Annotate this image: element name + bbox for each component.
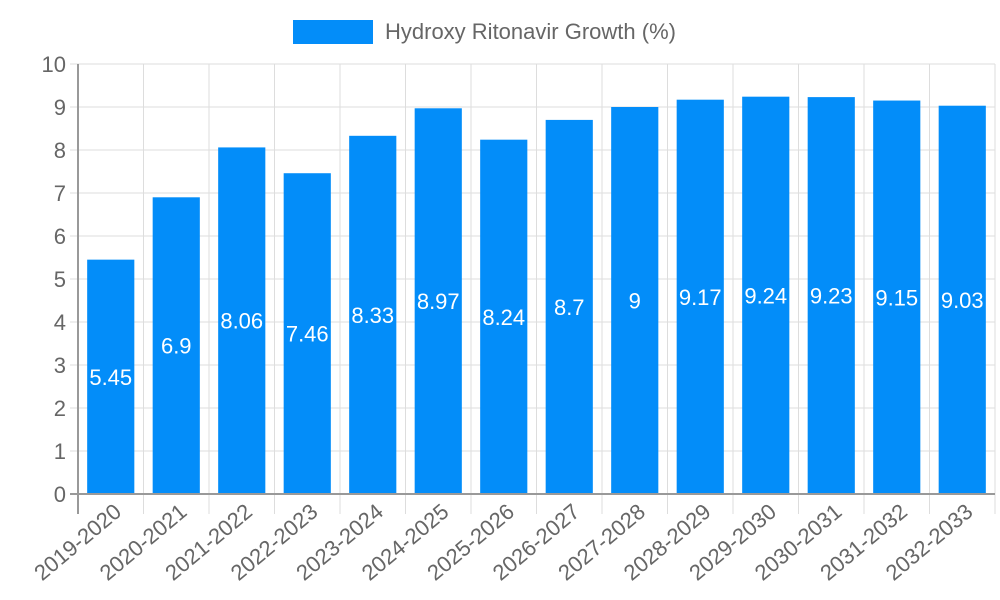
legend-label: Hydroxy Ritonavir Growth (%)	[385, 19, 676, 44]
value-label: 8.24	[482, 305, 525, 330]
y-tick-label: 8	[54, 138, 66, 163]
bar[interactable]	[152, 197, 200, 495]
y-tick-label: 10	[42, 52, 66, 77]
y-tick-label: 0	[54, 482, 66, 507]
bars	[87, 96, 986, 495]
value-label: 9.15	[875, 285, 918, 310]
bar[interactable]	[676, 99, 724, 494]
value-label: 6.9	[161, 334, 192, 359]
axes	[70, 64, 995, 514]
chart-legend[interactable]: Hydroxy Ritonavir Growth (%)	[293, 19, 676, 45]
y-tick-label: 9	[54, 95, 66, 120]
value-label: 7.46	[286, 322, 329, 347]
bar[interactable]	[414, 108, 462, 494]
value-label: 9.17	[679, 285, 722, 310]
value-label: 8.33	[351, 303, 394, 328]
y-tick-label: 5	[54, 267, 66, 292]
y-tick-label: 1	[54, 439, 66, 464]
value-label: 8.7	[554, 295, 585, 320]
bar[interactable]	[218, 147, 266, 495]
value-label: 9.23	[810, 284, 853, 309]
bar[interactable]	[87, 259, 135, 494]
grid-lines	[70, 63, 996, 514]
y-tick-label: 6	[54, 224, 66, 249]
bar[interactable]	[283, 173, 331, 494]
value-label: 9	[629, 289, 641, 314]
bar[interactable]	[480, 139, 528, 494]
bar[interactable]	[938, 105, 986, 495]
value-label: 9.24	[744, 283, 787, 308]
bar[interactable]	[807, 97, 855, 495]
bar[interactable]	[742, 96, 790, 495]
bar[interactable]	[349, 135, 397, 494]
value-label: 5.45	[89, 365, 132, 390]
y-tick-label: 2	[54, 396, 66, 421]
bar[interactable]	[545, 119, 593, 495]
value-label: 8.97	[417, 289, 460, 314]
y-tick-label: 4	[54, 310, 66, 335]
y-axis-labels: 0 1 2 3 4 5 6 7 8 9 10	[42, 52, 66, 507]
value-label: 9.03	[941, 288, 984, 313]
legend-swatch	[293, 20, 373, 44]
value-labels: 5.45 6.9 8.06 7.46 8.33 8.97 8.24 8.7 9 9.17 9.24 9…	[89, 283, 983, 389]
value-label: 8.06	[220, 309, 263, 334]
bar[interactable]	[873, 100, 921, 495]
x-axis-labels: 2019-20202020-20212021-20222022-20232023…	[29, 499, 977, 586]
y-tick-label: 3	[54, 353, 66, 378]
y-tick-label: 7	[54, 181, 66, 206]
bar[interactable]	[611, 107, 659, 494]
